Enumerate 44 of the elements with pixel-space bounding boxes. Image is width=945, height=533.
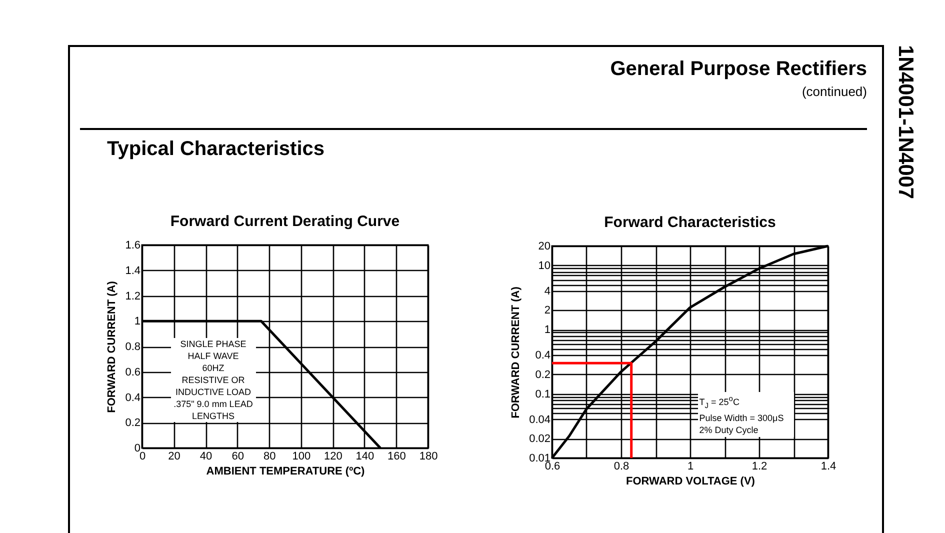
annotation: SINGLE PHASE HALF WAVE 60HZ RESISTIVE OR INDUCTIVE LOAD .375" 9.0 mm LEAD LENGTHS: [170, 338, 256, 422]
x-tick-label: 1: [687, 460, 694, 472]
y-tick-label: 1.2: [125, 290, 140, 302]
annotation: T$_{J}$ = 25$^{o}$C Pulse Width = 300μS 2% Duty Cycle: [698, 392, 794, 438]
y-tick-label: 1: [134, 316, 140, 328]
text: General Purpose Rectifiers: [610, 58, 867, 81]
text: (continued): [802, 84, 867, 99]
chart-title: Forward Characteristics: [604, 214, 776, 231]
y-tick-label: 20: [538, 240, 550, 252]
x-tick-label: 40: [200, 450, 212, 462]
y-tick-label: 0.1: [535, 388, 550, 400]
y-axis-title: FORWARD CURRENT (A): [510, 286, 522, 418]
y-tick-label: 0: [134, 442, 140, 454]
y-tick-label: 1.4: [125, 264, 140, 277]
x-tick-label: 0.8: [614, 460, 630, 472]
text: Typical Characteristics: [107, 138, 325, 161]
y-tick-label: 0.8: [125, 341, 140, 353]
y-tick-label: 1: [544, 324, 550, 336]
y-tick-label: 0.2: [535, 368, 550, 381]
x-tick-label: 80: [263, 450, 276, 462]
x-axis-title: FORWARD VOLTAGE (V): [626, 476, 756, 488]
x-tick-label: 100: [292, 450, 311, 462]
x-tick-label: 160: [388, 450, 406, 462]
x-tick-label: 1.4: [820, 460, 836, 472]
y-tick-label: 0.6: [125, 366, 140, 378]
x-axis-title: AMBIENT TEMPERATURE (ºC): [206, 466, 366, 478]
y-tick-label: 0.02: [529, 433, 550, 446]
chart-title: Forward Current Derating Curve: [170, 213, 400, 230]
y-axis-title: FORWARD CURRENT (A): [106, 280, 118, 413]
y-tick-label: 0.2: [125, 417, 140, 430]
x-tick-label: 180: [419, 450, 438, 462]
y-tick-label: 1.6: [125, 240, 140, 252]
x-tick-label: 1.2: [752, 460, 768, 472]
x-tick-label: 20: [168, 450, 180, 462]
x-tick-label: 140: [356, 450, 374, 462]
y-tick-label: 0.04: [529, 414, 550, 426]
y-tick-label: 0.4: [125, 392, 140, 404]
y-tick-label: 2: [544, 304, 550, 317]
y-tick-label: 4: [544, 285, 550, 298]
y-tick-label: 0.4: [535, 350, 550, 362]
x-tick-label: 120: [324, 450, 342, 462]
y-tick-label: 10: [538, 260, 550, 272]
text: 1N4001-1N4007: [893, 45, 917, 200]
x-tick-label: 60: [232, 450, 244, 462]
